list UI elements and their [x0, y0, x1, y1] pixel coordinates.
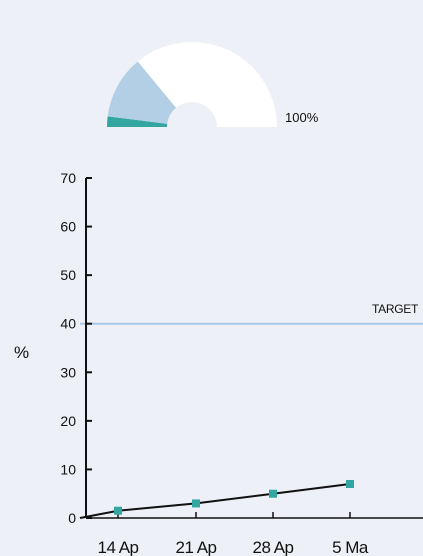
- gauge-value-label: 100%: [285, 110, 319, 125]
- x-tick-label: 5 Ma: [332, 538, 369, 556]
- x-tick-label: 14 Ap: [98, 538, 139, 556]
- data-point: [114, 506, 122, 515]
- line-chart: 0 10 20 30 40 50 60 70 14 Ap 21 Ap 28 Ap 5 Ma: [60, 170, 423, 556]
- y-tick-label: 40: [60, 316, 76, 332]
- y-tick-label: 20: [60, 413, 76, 429]
- y-axis-label: %: [14, 343, 29, 362]
- target-label: TARGET: [372, 302, 419, 316]
- y-tick-label: 60: [60, 219, 76, 235]
- data-point: [346, 480, 354, 488]
- gauge-chart: [107, 41, 277, 127]
- gauge-segment-remaining: [137, 41, 277, 127]
- y-tick-label: 10: [60, 461, 76, 477]
- data-point: [269, 489, 277, 498]
- gauge-segment-teal: [107, 116, 168, 127]
- x-tick-label: 21 Ap: [176, 538, 217, 556]
- gauge-segment-light-blue: [107, 61, 177, 124]
- data-point: [192, 499, 200, 508]
- x-tick-label: 28 Ap: [253, 538, 294, 556]
- y-tick-label: 50: [60, 267, 76, 283]
- y-tick-label: 70: [60, 170, 76, 186]
- y-tick-label: 0: [68, 510, 76, 526]
- y-tick-label: 30: [60, 364, 76, 380]
